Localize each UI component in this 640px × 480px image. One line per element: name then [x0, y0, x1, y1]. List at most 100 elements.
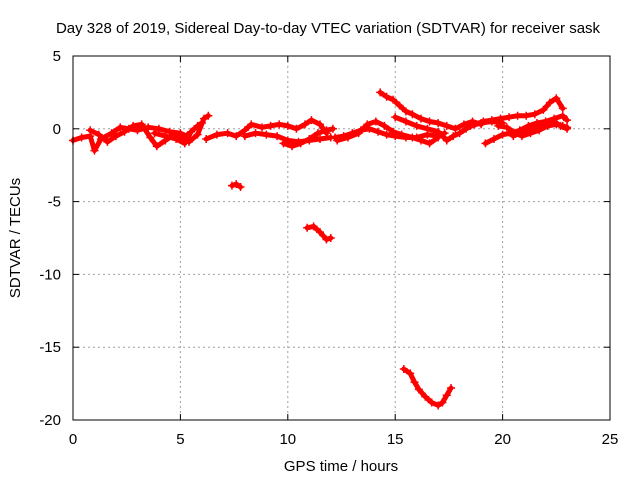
data-point — [90, 146, 99, 155]
data-point — [187, 127, 196, 136]
data-point — [275, 120, 284, 129]
data-point — [545, 98, 554, 107]
data-point — [423, 124, 432, 133]
plot-series — [69, 88, 572, 410]
data-point — [343, 133, 352, 142]
data-point — [389, 127, 398, 136]
data-point — [154, 124, 163, 133]
data-point — [399, 365, 408, 374]
data-point — [412, 121, 421, 130]
data-point — [258, 123, 267, 132]
data-point — [539, 105, 548, 114]
data-point — [479, 117, 488, 126]
data-point — [552, 94, 561, 103]
data-point — [266, 121, 275, 130]
data-point — [307, 116, 316, 125]
data-point — [300, 120, 309, 129]
data-point — [550, 117, 559, 126]
data-point — [202, 134, 211, 143]
data-point — [316, 228, 325, 237]
data-trace — [87, 113, 211, 149]
data-point — [382, 130, 391, 139]
data-point — [283, 121, 292, 130]
x-tick-label: 0 — [69, 431, 77, 448]
data-point — [513, 111, 522, 120]
data-point — [505, 113, 514, 122]
data-series-track-n — [462, 94, 567, 133]
data-point — [401, 107, 410, 116]
data-point — [363, 120, 372, 129]
y-tick-label: -20 — [39, 412, 61, 429]
x-tick-label: 5 — [176, 431, 184, 448]
x-tick-label: 25 — [602, 431, 619, 448]
data-point — [494, 121, 503, 130]
data-series-track-o — [481, 111, 572, 148]
data-point — [305, 134, 314, 143]
data-point — [558, 104, 567, 113]
data-point — [354, 129, 363, 138]
data-point — [442, 121, 451, 130]
data-point — [401, 117, 410, 126]
data-point — [165, 127, 174, 136]
data-series-track-m — [399, 365, 456, 410]
data-series-track-c — [150, 118, 206, 148]
data-point — [530, 110, 539, 119]
data-point — [520, 127, 529, 136]
data-point — [374, 127, 383, 136]
data-point — [427, 398, 436, 407]
data-point — [451, 124, 460, 133]
data-series-track-h — [303, 222, 335, 244]
data-series-track-d — [202, 116, 331, 143]
data-point — [193, 121, 202, 130]
data-point — [172, 134, 181, 143]
x-tick-label: 20 — [494, 431, 511, 448]
data-point — [530, 123, 539, 132]
data-point — [425, 117, 434, 126]
data-point — [236, 183, 245, 192]
data-point — [103, 137, 112, 146]
data-point — [94, 130, 103, 139]
data-point — [150, 129, 159, 138]
data-point — [180, 139, 189, 148]
axis-ticks: 0 5 10 15 20 25 5 0 -5 -10 -15 -20 — [39, 48, 618, 448]
data-point — [296, 139, 305, 148]
data-point — [316, 134, 325, 143]
data-point — [161, 132, 170, 141]
data-point — [442, 391, 451, 400]
data-point — [288, 142, 297, 151]
data-point — [313, 129, 322, 138]
data-point — [200, 114, 209, 123]
x-tick-label: 15 — [387, 431, 404, 448]
data-point — [563, 116, 572, 125]
data-point — [86, 126, 95, 135]
data-point — [487, 116, 496, 125]
data-point — [438, 398, 447, 407]
data-point — [470, 120, 479, 129]
data-point — [251, 129, 260, 138]
data-point — [389, 95, 398, 104]
x-axis-label: GPS time / hours — [284, 458, 398, 475]
data-point — [273, 132, 282, 141]
data-point — [447, 383, 456, 392]
data-point — [309, 222, 318, 231]
data-point — [376, 88, 385, 97]
data-series-track-g — [227, 180, 245, 192]
data-point — [262, 130, 271, 139]
y-tick-label: -10 — [39, 266, 61, 283]
data-point — [116, 123, 125, 132]
data-point — [502, 123, 511, 132]
data-point — [328, 124, 337, 133]
data-point — [152, 142, 161, 151]
y-tick-label: 5 — [53, 48, 61, 65]
data-point — [137, 120, 146, 129]
data-point — [232, 132, 241, 141]
data-point — [434, 127, 443, 136]
data-point — [449, 132, 458, 141]
data-point — [498, 130, 507, 139]
data-point — [382, 92, 391, 101]
data-point — [316, 120, 325, 129]
data-point — [120, 127, 129, 136]
data-point — [556, 121, 565, 130]
data-point — [490, 134, 499, 143]
data-point — [408, 110, 417, 119]
